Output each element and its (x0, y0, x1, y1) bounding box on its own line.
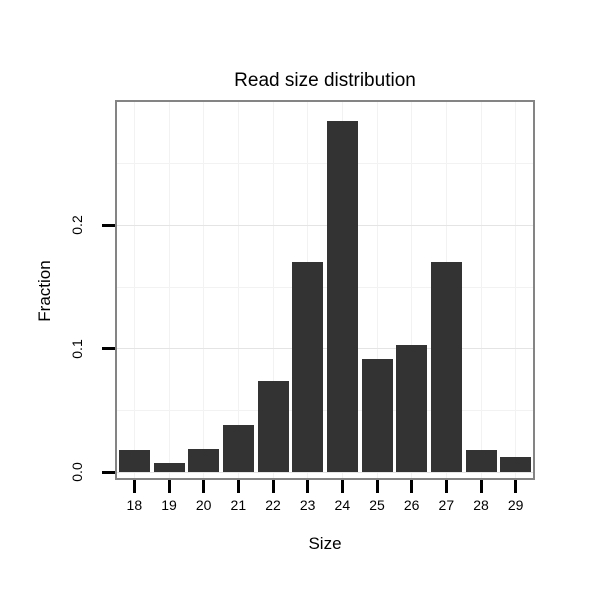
bar (500, 457, 532, 472)
bar (118, 449, 150, 472)
x-axis-tick (202, 480, 206, 493)
vertical-gridline (133, 102, 135, 478)
bar (257, 380, 289, 472)
x-axis-tick (236, 480, 240, 493)
x-tick-label: 29 (507, 497, 524, 513)
x-tick-label: 25 (369, 497, 385, 513)
vertical-gridline (237, 102, 239, 478)
x-tick-label: 23 (299, 497, 316, 513)
x-axis-tick (340, 480, 344, 493)
chart-title: Read size distribution (234, 70, 416, 91)
vertical-gridline (411, 102, 413, 478)
vertical-gridline (168, 102, 170, 478)
bar (396, 344, 428, 472)
major-gridline (117, 471, 533, 473)
major-gridline (117, 224, 533, 226)
vertical-gridline (272, 102, 274, 478)
bar (153, 463, 185, 472)
x-axis-tick (306, 480, 310, 493)
y-axis-title: Fraction (35, 260, 54, 322)
y-axis-tick (102, 470, 115, 474)
y-tick-label: 0.2 (69, 215, 85, 236)
x-tick-label: 19 (161, 497, 177, 513)
bar (430, 262, 462, 472)
x-tick-label: 21 (230, 497, 247, 513)
x-axis-tick (132, 480, 136, 493)
x-tick-label: 18 (126, 497, 143, 513)
major-gridline (117, 348, 533, 350)
minor-gridline (117, 163, 533, 165)
bar (222, 425, 254, 472)
bar (326, 120, 358, 472)
x-axis-tick (479, 480, 483, 493)
vertical-gridline (376, 102, 378, 478)
x-axis-title: Size (308, 534, 342, 553)
x-axis-tick (271, 480, 275, 493)
x-axis-tick (375, 480, 379, 493)
y-axis-tick (102, 347, 115, 351)
x-tick-label: 20 (195, 497, 212, 513)
vertical-gridline (203, 102, 205, 478)
x-axis-tick (410, 480, 414, 493)
bar (188, 448, 220, 472)
x-tick-label: 22 (265, 497, 281, 513)
x-tick-label: 24 (334, 497, 351, 513)
minor-gridline (117, 286, 533, 288)
bar (361, 358, 393, 472)
bar (292, 262, 324, 472)
y-tick-label: 0.1 (69, 338, 85, 359)
x-tick-label: 26 (403, 497, 420, 513)
y-tick-label: 0.0 (69, 462, 85, 482)
x-tick-label: 28 (473, 497, 489, 513)
x-axis-tick (514, 480, 518, 493)
minor-gridline (117, 409, 533, 411)
x-tick-label: 27 (438, 497, 455, 513)
y-axis-tick (102, 223, 115, 227)
x-axis-tick (444, 480, 448, 493)
plot-panel (115, 100, 535, 480)
x-axis-tick (167, 480, 171, 493)
bar (465, 449, 497, 472)
vertical-gridline (515, 102, 517, 478)
vertical-gridline (480, 102, 482, 478)
